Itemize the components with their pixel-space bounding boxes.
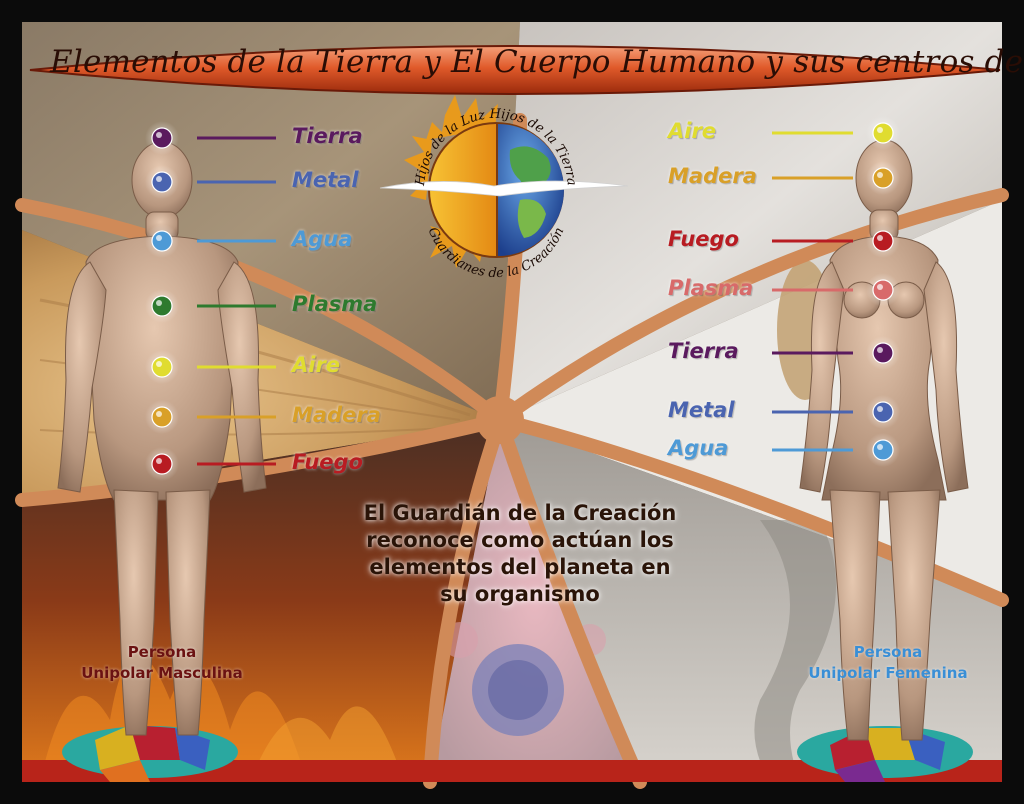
left-label-agua: Agua	[292, 227, 353, 251]
center-caption-line: reconoce como actúan los	[366, 528, 674, 552]
energy-center-shine	[156, 132, 162, 138]
left-label-fuego: Fuego	[292, 450, 363, 474]
center-caption: El Guardián de la Creación reconoce como…	[320, 500, 720, 608]
center-caption-line: El Guardián de la Creación	[363, 501, 677, 525]
right-label-tierra: Tierra	[668, 339, 739, 363]
energy-center-shine	[156, 411, 162, 417]
energy-center-shine	[877, 347, 883, 353]
title-banner	[29, 45, 1001, 95]
bird-wings-icon	[379, 180, 629, 197]
left-label-plasma: Plasma	[292, 292, 378, 316]
male-caption-line2: Unipolar Masculina	[81, 664, 243, 682]
page-title: Elementos de la Tierra y El Cuerpo Human…	[50, 44, 1024, 80]
tornado-panel	[500, 420, 1002, 782]
left-label-metal: Metal	[292, 168, 359, 192]
right-energy-center-plasma	[872, 279, 894, 301]
left-energy-center-aire	[151, 356, 173, 378]
left-label-aire: Aire	[292, 353, 341, 377]
female-figure-caption: Persona Unipolar Femenina	[778, 642, 998, 684]
right-energy-center-fuego	[872, 230, 894, 252]
right-energy-center-tierra	[872, 342, 894, 364]
left-energy-center-fuego	[151, 453, 173, 475]
right-label-aire: Aire	[668, 119, 717, 143]
right-label-plasma: Plasma	[668, 276, 754, 300]
energy-center-shine	[877, 406, 883, 412]
right-label-agua: Agua	[668, 436, 729, 460]
center-caption-line: su organismo	[440, 582, 600, 606]
energy-center-shine	[877, 235, 883, 241]
right-label-fuego: Fuego	[668, 227, 739, 251]
female-caption-line2: Unipolar Femenina	[808, 664, 968, 682]
bottom-strip	[22, 760, 1002, 782]
left-label-tierra: Tierra	[292, 124, 363, 148]
energy-center-shine	[156, 235, 162, 241]
female-caption-line1: Persona	[853, 643, 923, 661]
right-connector-lines	[772, 131, 853, 452]
right-label-madera: Madera	[668, 164, 757, 188]
left-energy-center-plasma	[151, 295, 173, 317]
energy-center-shine	[877, 444, 883, 450]
right-energy-center-agua	[872, 439, 894, 461]
energy-center-shine	[156, 176, 162, 182]
left-energy-center-tierra	[151, 127, 173, 149]
male-figure-caption: Persona Unipolar Masculina	[52, 642, 272, 684]
left-connector-lines	[197, 136, 276, 466]
left-energy-center-metal	[151, 171, 173, 193]
right-label-metal: Metal	[668, 398, 735, 422]
energy-center-shine	[877, 172, 883, 178]
energy-center-shine	[877, 284, 883, 290]
left-energy-centers	[145, 121, 179, 481]
energy-center-shine	[877, 127, 883, 133]
rock-texture-panel	[22, 22, 520, 420]
energy-center-shine	[156, 361, 162, 367]
right-energy-centers	[866, 116, 900, 467]
floor-mosaic-left	[62, 725, 238, 782]
energy-center-shine	[156, 300, 162, 306]
left-label-madera: Madera	[292, 403, 381, 427]
right-energy-center-metal	[872, 401, 894, 423]
male-caption-line1: Persona	[127, 643, 197, 661]
right-energy-center-madera	[872, 167, 894, 189]
right-energy-center-aire	[872, 122, 894, 144]
left-energy-center-madera	[151, 406, 173, 428]
center-caption-line: elementos del planeta en	[369, 555, 671, 579]
left-energy-center-agua	[151, 230, 173, 252]
energy-center-shine	[156, 458, 162, 464]
radiating-spokes	[15, 113, 1009, 789]
